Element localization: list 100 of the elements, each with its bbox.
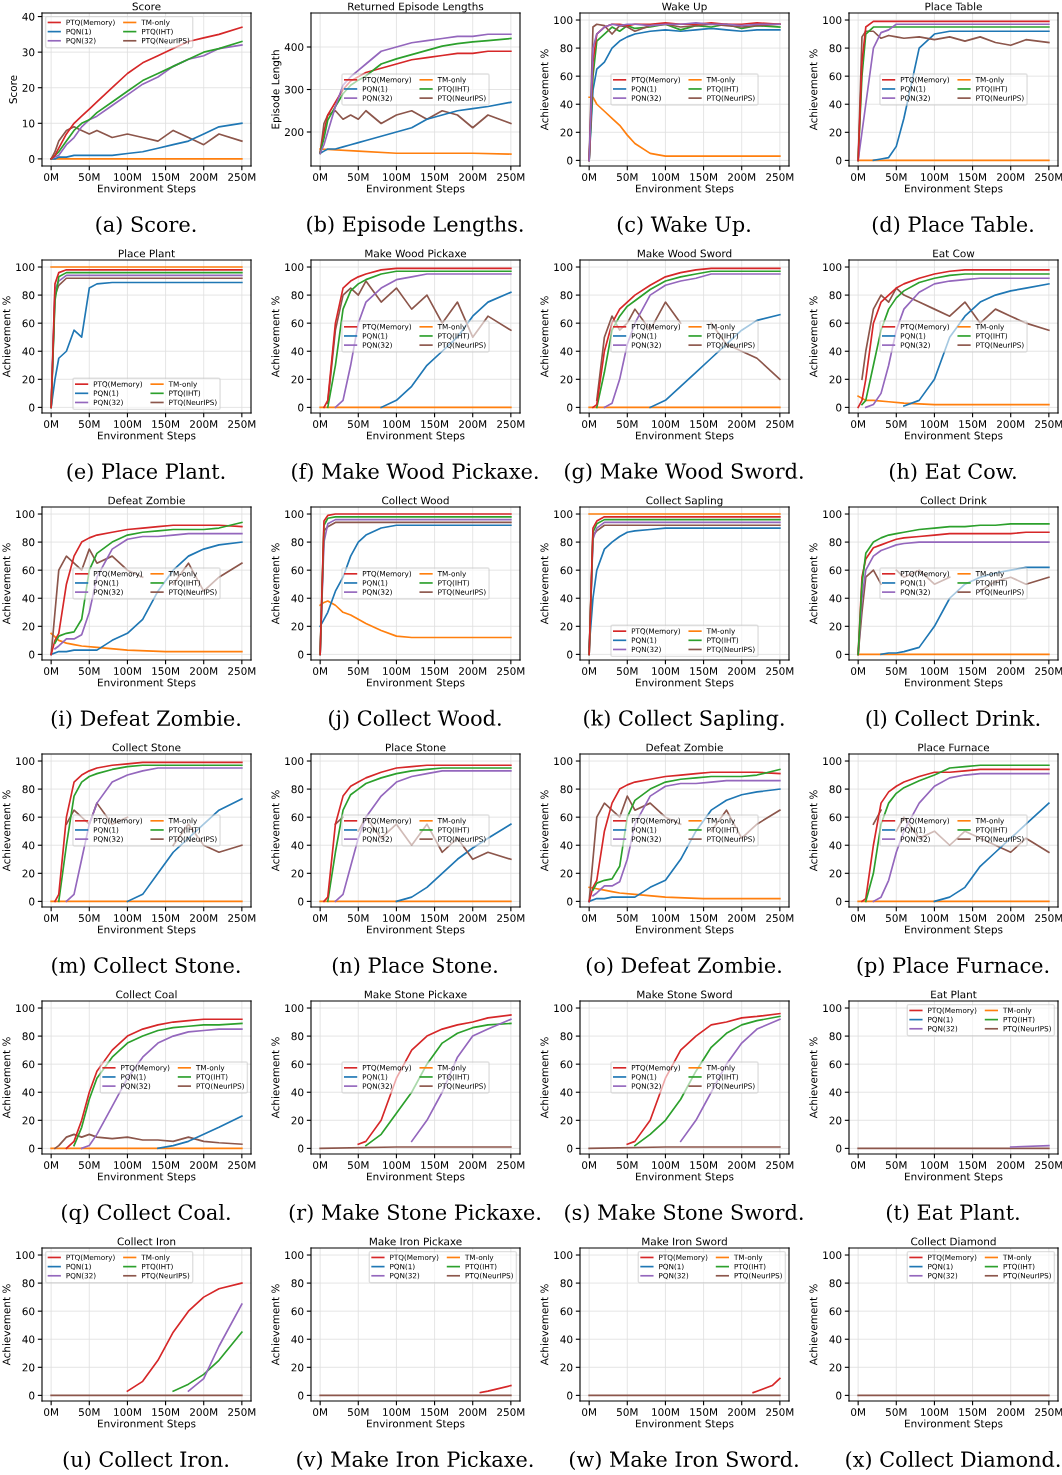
y-tick-label: 0 xyxy=(836,156,842,165)
y-tick-label: 20 xyxy=(560,869,573,878)
x-axis-title: Environment Steps xyxy=(98,1419,196,1430)
y-axis-title: Achievement % xyxy=(2,1284,11,1366)
x-axis-title: Environment Steps xyxy=(367,184,465,195)
y-tick-label: 60 xyxy=(291,1307,304,1316)
y-tick-label: 20 xyxy=(291,1116,304,1125)
x-axis-title: Environment Steps xyxy=(636,678,734,689)
x-tick-label: 200M xyxy=(728,914,756,923)
x-tick-label: 200M xyxy=(459,914,487,923)
y-tick-label: 60 xyxy=(291,319,304,328)
x-tick-label: 100M xyxy=(921,1408,948,1417)
x-tick-label: 100M xyxy=(921,914,948,923)
chart-title: Place Table xyxy=(925,2,982,11)
x-axis-title: Environment Steps xyxy=(636,184,734,195)
y-tick-label: 40 xyxy=(22,594,35,603)
x-tick-label: 0M xyxy=(313,1161,327,1170)
x-tick-label: 50M xyxy=(347,1408,369,1417)
x-tick-label: 200M xyxy=(190,173,218,182)
y-tick-label: 80 xyxy=(560,538,573,547)
x-tick-label: 200M xyxy=(997,914,1025,923)
chart-title: Collect Stone xyxy=(112,743,181,752)
y-tick-label: 40 xyxy=(22,1335,35,1344)
x-tick-label: 150M xyxy=(959,173,986,182)
x-tick-label: 0M xyxy=(44,420,58,429)
line-series xyxy=(588,886,781,900)
chart-title: Make Iron Sword xyxy=(642,1237,727,1246)
chart-title: Eat Cow xyxy=(933,249,975,258)
y-tick-label: 80 xyxy=(22,291,35,300)
chart-title: Place Plant xyxy=(118,249,175,258)
x-tick-label: 100M xyxy=(921,173,948,182)
y-tick-label: 0 xyxy=(298,1391,304,1400)
x-tick-label: 50M xyxy=(885,173,907,182)
x-tick-label: 150M xyxy=(152,914,179,923)
y-tick-label: 100 xyxy=(554,1251,573,1260)
x-tick-label: 150M xyxy=(959,914,986,923)
x-axis-title: Environment Steps xyxy=(98,431,196,442)
x-axis-title: Environment Steps xyxy=(636,925,734,936)
line-series xyxy=(54,1133,243,1150)
y-tick-label: 0 xyxy=(298,650,304,659)
chart-title: Returned Episode Lengths xyxy=(348,2,484,13)
y-tick-label: 100 xyxy=(823,757,842,766)
x-tick-label: 0M xyxy=(582,420,596,429)
x-tick-label: 200M xyxy=(997,667,1025,676)
y-tick-label: 0 xyxy=(567,650,573,659)
chart-title: Defeat Zombie xyxy=(646,743,723,752)
x-tick-label: 100M xyxy=(652,173,679,182)
x-tick-label: 200M xyxy=(459,1408,487,1417)
text: (f) Make Wood Pickaxe. xyxy=(292,462,538,482)
y-tick-label: 60 xyxy=(22,1060,35,1069)
line-series xyxy=(126,1282,243,1393)
x-tick-label: 150M xyxy=(152,667,179,676)
x-tick-label: 150M xyxy=(690,914,717,923)
x-tick-label: 250M xyxy=(228,173,256,182)
x-tick-label: 50M xyxy=(347,667,369,676)
text: (t) Eat Plant. xyxy=(886,1203,1019,1223)
x-tick-label: 200M xyxy=(728,173,756,182)
y-tick-label: 40 xyxy=(560,347,573,356)
x-tick-label: 50M xyxy=(347,420,369,429)
x-tick-label: 250M xyxy=(228,420,256,429)
y-tick-label: 100 xyxy=(285,1251,304,1260)
y-tick-label: 40 xyxy=(829,347,842,356)
x-tick-label: 100M xyxy=(921,1161,948,1170)
x-tick-label: 250M xyxy=(228,914,256,923)
y-axis-title: Achievement % xyxy=(540,1284,549,1366)
y-tick-label: 0 xyxy=(567,1391,573,1400)
chart-title: Collect Iron xyxy=(117,1237,176,1246)
line-series xyxy=(679,1018,781,1143)
y-tick-label: 20 xyxy=(829,1116,842,1125)
chart-title: Collect Sapling xyxy=(646,496,723,507)
x-tick-label: 200M xyxy=(459,173,487,182)
x-tick-label: 50M xyxy=(347,173,369,182)
text: (d) Place Table. xyxy=(872,215,1033,235)
x-axis-title: Environment Steps xyxy=(636,1172,734,1183)
text: (p) Place Furnace. xyxy=(857,956,1049,978)
y-tick-label: 0 xyxy=(29,650,35,659)
text: (r) Make Stone Pickaxe. xyxy=(289,1203,540,1223)
x-axis-title: Environment Steps xyxy=(367,1419,465,1430)
y-tick-label: 0 xyxy=(836,897,842,906)
y-tick-label: 60 xyxy=(291,566,304,575)
y-tick-label: 100 xyxy=(16,757,35,766)
x-tick-label: 50M xyxy=(78,173,100,182)
x-tick-label: 100M xyxy=(652,1408,679,1417)
y-tick-label: 40 xyxy=(560,1088,573,1097)
x-axis-title: Environment Steps xyxy=(367,431,465,442)
x-axis-title: Environment Steps xyxy=(905,1419,1003,1430)
y-tick-label: 80 xyxy=(829,1279,842,1288)
y-axis-title: Achievement % xyxy=(540,790,549,872)
text: (k) Collect Sapling. xyxy=(584,709,784,731)
y-tick-label: 60 xyxy=(560,1060,573,1069)
y-tick-label: 0 xyxy=(836,1391,842,1400)
y-tick-label: 100 xyxy=(554,510,573,519)
y-tick-label: 40 xyxy=(829,841,842,850)
y-tick-label: 100 xyxy=(285,510,304,519)
x-axis-title: Environment Steps xyxy=(905,184,1003,195)
text: (b) Episode Lengths. xyxy=(307,215,523,237)
line-series xyxy=(319,600,512,639)
x-tick-label: 150M xyxy=(152,173,179,182)
x-axis-title: Environment Steps xyxy=(98,1172,196,1183)
x-tick-label: 250M xyxy=(497,173,525,182)
